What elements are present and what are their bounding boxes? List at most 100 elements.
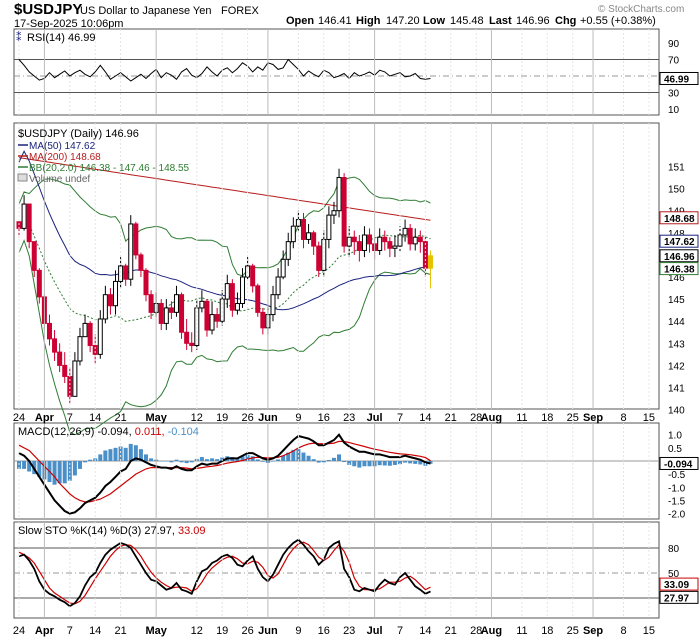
x-axis: 24 24 Apr Apr 7 7 14 14 21 21 May May 12 12 19 19 26 26 Ju… bbox=[13, 29, 655, 637]
sto-legend: Slow STO %K(14) %D(3) 27.97, 33.09 bbox=[18, 525, 206, 537]
macd-hist-bar bbox=[306, 455, 311, 461]
macd-hist-bar bbox=[352, 461, 357, 467]
candle-body bbox=[52, 338, 58, 353]
macd-legend-hist: -0.104 bbox=[168, 426, 199, 438]
sto-d-value: 33.09 bbox=[664, 580, 689, 591]
macd-hist-bar bbox=[72, 461, 77, 476]
x-label-bottom: 18 bbox=[541, 625, 553, 637]
macd-hist-bar bbox=[118, 446, 123, 461]
candle-body bbox=[306, 232, 312, 240]
x-label-price: Jul bbox=[367, 412, 383, 424]
sto-tick-1: 50 bbox=[668, 569, 680, 580]
macd-hist-bar bbox=[22, 461, 27, 469]
candle-body bbox=[280, 258, 286, 278]
macd-hist-bar bbox=[164, 461, 169, 462]
legend-vol: Volume undef bbox=[29, 174, 90, 185]
macd-hist-bar bbox=[260, 461, 265, 462]
candle-body bbox=[72, 360, 78, 397]
macd-panel bbox=[13, 422, 660, 520]
sto-k-line bbox=[18, 538, 431, 608]
high-label: High bbox=[356, 15, 381, 27]
candle-body bbox=[26, 203, 32, 243]
price-tick-5: 146 bbox=[668, 273, 685, 284]
x-label-price: 16 bbox=[318, 412, 330, 424]
ma200-value: 148.68 bbox=[664, 214, 695, 225]
price-legend: $USDJPY (Daily) 146.96 MA(50) 147.62 MA(… bbox=[17, 128, 190, 185]
candle-body bbox=[250, 265, 256, 287]
legend-ma200: MA(200) 148.68 bbox=[29, 152, 101, 163]
low-value: 145.48 bbox=[450, 15, 484, 27]
candle-body bbox=[163, 307, 169, 324]
macd-line bbox=[18, 433, 431, 515]
watermark: © StockCharts.com bbox=[598, 4, 684, 15]
sto-legend-text: Slow STO %K(14) %D(3) 27.97, 33.09 bbox=[18, 525, 206, 537]
macd-hist-bar bbox=[128, 443, 133, 461]
rsi-tick-3: 30 bbox=[668, 89, 680, 100]
candle-body bbox=[240, 276, 246, 305]
candle-body bbox=[346, 236, 352, 247]
rsi-value: 46.99 bbox=[664, 74, 689, 85]
x-label-price: 14 bbox=[419, 412, 431, 424]
legend-bb: BB(20,2.0) 146.38 - 147.46 - 148.55 bbox=[29, 163, 190, 174]
candle-body bbox=[407, 227, 413, 245]
x-label-price: 21 bbox=[445, 412, 457, 424]
x-label-price: 7 bbox=[67, 412, 73, 424]
x-label-bottom: 9 bbox=[295, 625, 301, 637]
instrument-name: US Dollar to Japanese Yen bbox=[80, 5, 211, 17]
macd-hist-bar bbox=[326, 459, 331, 461]
last-price-value-box bbox=[659, 249, 699, 263]
rsi-panel bbox=[13, 28, 660, 116]
price-tick-8: 143 bbox=[668, 339, 685, 350]
macd-hist-bar bbox=[392, 461, 397, 465]
x-label-price: 23 bbox=[343, 412, 355, 424]
last-price-value: 146.96 bbox=[664, 252, 695, 263]
candle-body bbox=[377, 236, 383, 251]
ma200-line bbox=[18, 157, 431, 221]
macd-hist-bar bbox=[316, 461, 321, 463]
x-label-bottom: 26 bbox=[241, 625, 253, 637]
chg-value: +0.55 (+0.38%) bbox=[580, 15, 656, 27]
x-label-bottom: 11 bbox=[516, 625, 527, 637]
candle-body bbox=[417, 236, 423, 243]
candle-body bbox=[184, 331, 190, 344]
macd-hist-bar bbox=[159, 461, 164, 462]
price-tick-3: 148 bbox=[668, 229, 685, 240]
x-label-bottom: 23 bbox=[343, 625, 355, 637]
macd-tick-4: -1.0 bbox=[668, 483, 686, 494]
macd-hist-bar bbox=[174, 459, 179, 461]
bb-upper-line bbox=[18, 176, 431, 277]
macd-hist-bar bbox=[271, 461, 275, 462]
candle-body bbox=[387, 241, 393, 249]
exchange: FOREX bbox=[221, 5, 260, 17]
candle-body bbox=[82, 322, 88, 338]
price-panel bbox=[13, 122, 660, 410]
macd-hist-bar bbox=[103, 450, 108, 461]
candle-body bbox=[356, 241, 362, 251]
macd-hist-bar bbox=[418, 461, 423, 465]
candle-body bbox=[92, 345, 98, 355]
x-label-bottom: 21 bbox=[114, 625, 126, 637]
macd-tick-0: 1.0 bbox=[668, 431, 682, 442]
candle-body bbox=[204, 300, 210, 331]
macd-hist-bar bbox=[52, 461, 57, 485]
rsi-plot: 907050301046.99 bbox=[14, 39, 699, 116]
ma50-value-box bbox=[659, 234, 699, 248]
x-label-price: 18 bbox=[541, 412, 553, 424]
candle-body bbox=[123, 265, 129, 280]
macd-hist-bar bbox=[311, 459, 316, 461]
candle-body bbox=[36, 269, 42, 298]
sto-panel bbox=[13, 521, 660, 619]
macd-hist-bar bbox=[291, 449, 296, 461]
x-label-price: 19 bbox=[216, 412, 228, 424]
rsi-value-box bbox=[659, 71, 699, 85]
rsi-tick-1: 70 bbox=[668, 56, 680, 67]
candle-body bbox=[133, 223, 139, 256]
macd-hist-bar bbox=[408, 461, 413, 464]
macd-legend-signal: 0.011, bbox=[135, 426, 165, 438]
candle-body bbox=[57, 351, 63, 366]
x-label-bottom: 19 bbox=[216, 625, 228, 637]
x-label-price: 7 bbox=[397, 412, 403, 424]
macd-hist-bar bbox=[67, 461, 72, 481]
